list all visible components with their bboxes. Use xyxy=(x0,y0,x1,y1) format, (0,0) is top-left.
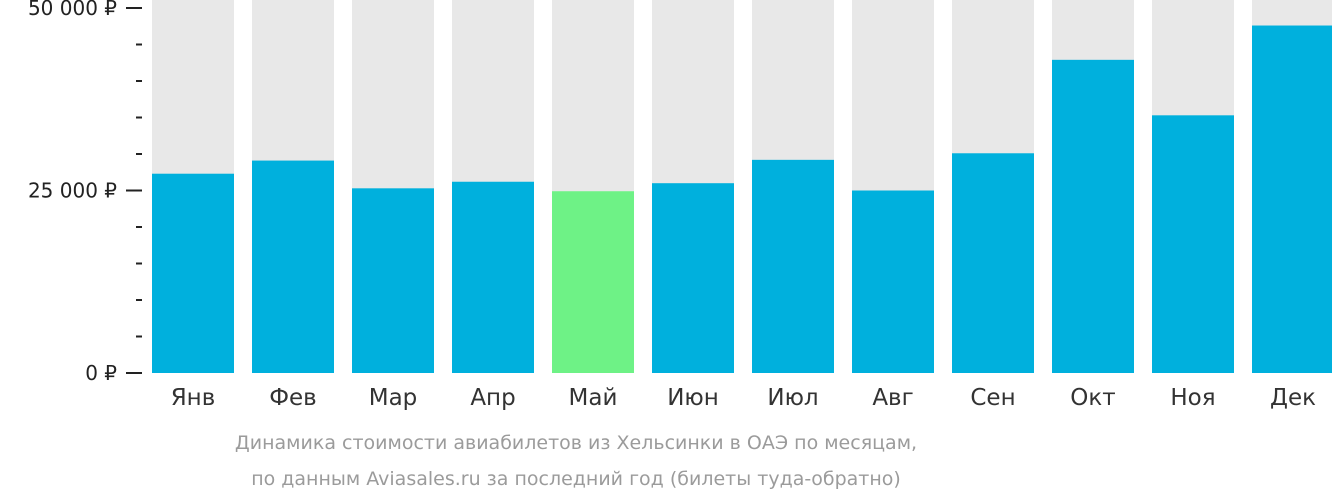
bar-1 xyxy=(152,173,234,373)
chart-caption-line2: по данным Aviasales.ru за последний год … xyxy=(251,468,901,490)
x-tick-label: Июл xyxy=(767,385,818,411)
y-tick-label: 50 000 ₽ xyxy=(28,0,117,20)
bar-11 xyxy=(1152,115,1234,373)
bar-7 xyxy=(752,159,834,373)
x-tick-label: Дек xyxy=(1270,385,1316,411)
y-tick-label: 25 000 ₽ xyxy=(28,179,117,203)
x-tick-label: Янв xyxy=(171,385,216,411)
x-tick-label: Сен xyxy=(970,385,1015,411)
x-tick-label: Июн xyxy=(667,385,719,411)
bar-5 xyxy=(552,191,634,373)
x-tick-label: Май xyxy=(569,385,618,411)
chart-caption-line1: Динамика стоимости авиабилетов из Хельси… xyxy=(234,432,918,454)
bar-6 xyxy=(652,183,734,373)
x-tick-label: Апр xyxy=(470,385,515,411)
bar-2 xyxy=(252,160,334,373)
bar-12 xyxy=(1252,25,1332,374)
bar-chart: 0 ₽ 25 000 ₽ 50 000 ₽ Янв Фев Мар Апр Май Июн Июл… xyxy=(28,0,1332,411)
x-tick-label: Фев xyxy=(269,385,317,411)
bar-8 xyxy=(852,190,934,373)
bar-3 xyxy=(352,188,434,373)
x-tick-label: Авг xyxy=(872,385,913,411)
bar-9 xyxy=(952,153,1034,373)
bar-4 xyxy=(452,181,534,373)
bar-10 xyxy=(1052,59,1134,374)
y-tick-label: 0 ₽ xyxy=(85,361,117,385)
x-tick-label: Ноя xyxy=(1170,385,1215,411)
x-tick-label: Мар xyxy=(369,385,418,411)
x-tick-label: Окт xyxy=(1070,385,1115,411)
